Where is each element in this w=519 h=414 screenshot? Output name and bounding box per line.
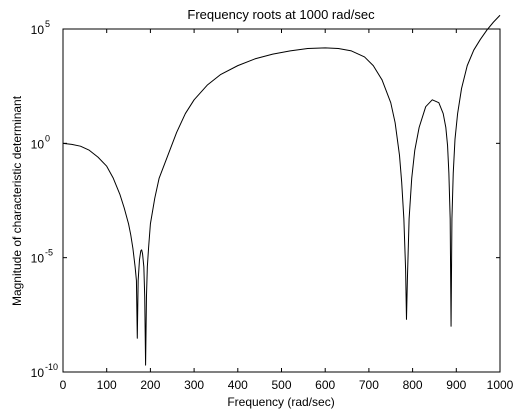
- y-tick-exponent: 5: [45, 19, 50, 29]
- plot-area: [62, 28, 501, 373]
- x-tick-label: 100: [97, 378, 117, 392]
- x-tick-label: 400: [228, 378, 248, 392]
- x-tick-label: 500: [271, 378, 291, 392]
- x-tick-label: 1000: [487, 378, 514, 392]
- y-tick-exponent: -10: [45, 362, 58, 372]
- series-group: [62, 14, 501, 366]
- y-tick-label: 10: [31, 137, 45, 151]
- x-tick-label: 0: [60, 378, 67, 392]
- x-tick-label: 200: [140, 378, 160, 392]
- chart-title: Frequency roots at 1000 rad/sec: [187, 7, 375, 22]
- y-tick-exponent: -5: [45, 248, 53, 258]
- series-line: [62, 14, 501, 366]
- x-axis-label: Frequency (rad/sec): [227, 395, 334, 409]
- y-axis-label: Magnitude of characteristic determinant: [10, 95, 24, 306]
- y-tick-label: 10: [31, 252, 45, 266]
- y-tick-label: 10: [31, 23, 45, 37]
- x-axis-ticks: 0 100 200 300 400 500 600 700 800 900 1000: [60, 29, 514, 392]
- y-tick-exponent: 0: [45, 133, 50, 143]
- x-tick-label: 700: [359, 378, 379, 392]
- x-tick-label: 600: [315, 378, 335, 392]
- x-tick-label: 800: [403, 378, 423, 392]
- x-tick-label: 900: [446, 378, 466, 392]
- x-tick-label: 300: [184, 378, 204, 392]
- y-tick-label: 10: [31, 366, 45, 380]
